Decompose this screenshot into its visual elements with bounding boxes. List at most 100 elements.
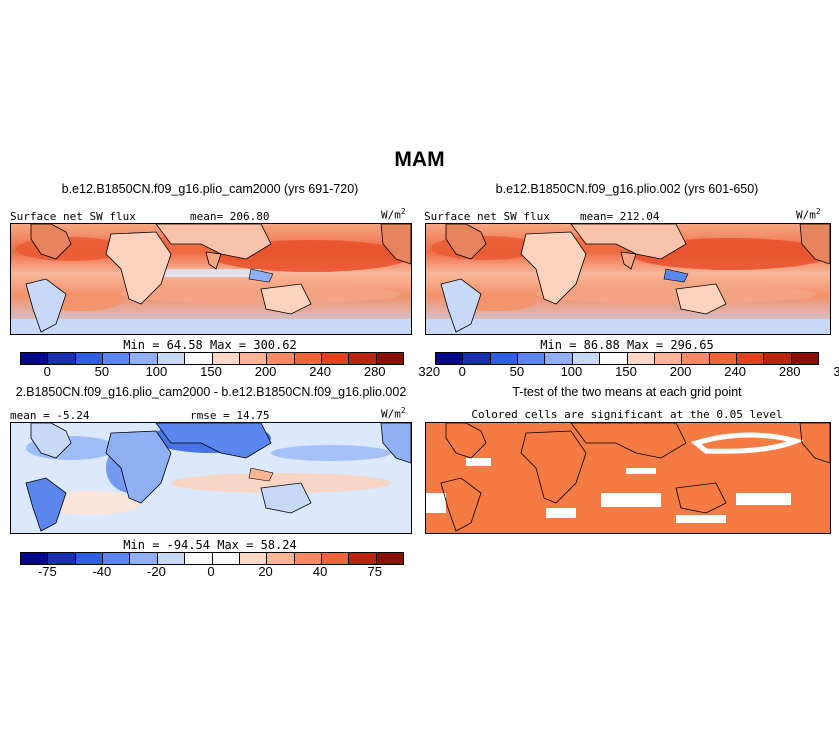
panel-title-bottom-left: 2.B1850CN.f09_g16.plio_cam2000 - b.e12.B… — [15, 385, 407, 399]
eurasia — [155, 423, 272, 459]
colorbar-tick-label: 100 — [145, 364, 168, 379]
africa — [520, 231, 587, 305]
south-america — [25, 477, 67, 532]
colorbar-swatch — [627, 353, 655, 364]
eurasia — [155, 224, 272, 260]
south-america — [440, 477, 482, 532]
australia — [675, 283, 727, 315]
colorbar-swatch — [157, 553, 186, 564]
minmax-bottom-left: Min = -94.54 Max = 58.24 — [123, 538, 297, 552]
colorbar-tick-label: 320 — [833, 364, 839, 379]
mean-label-top-right: mean= 212.04 — [580, 210, 660, 223]
nonsig-patch — [676, 515, 726, 523]
itcz-low — [141, 269, 261, 277]
colorbar-top-right — [435, 352, 819, 365]
colorbar-tick-label: 280 — [363, 364, 386, 379]
field-label-top-right: Surface net SW flux — [424, 210, 550, 223]
pacific-neg — [271, 445, 391, 461]
colorbar-swatch — [21, 553, 49, 564]
colorbar-swatch — [376, 353, 404, 364]
colorbar-swatch — [736, 353, 765, 364]
colorbar-tick-label: 0 — [207, 564, 215, 579]
colorbar-swatch — [294, 353, 322, 364]
nonsig-patch — [546, 508, 576, 518]
nonsig-patch — [466, 458, 491, 466]
americas-north — [445, 423, 487, 459]
south-band — [536, 284, 816, 304]
colorbar-swatch — [572, 353, 601, 364]
eurasia — [570, 423, 687, 459]
india — [205, 251, 222, 270]
nonsig-patch — [736, 493, 791, 505]
field-label-top-left: Surface net SW flux — [10, 210, 136, 223]
colorbar-swatch — [376, 553, 404, 564]
south-pos — [41, 491, 141, 515]
panel-subtitle-bottom-right: Colored cells are significant at the 0.0… — [471, 408, 783, 421]
colorbar-swatch — [267, 353, 295, 364]
colorbar-tick-label: 280 — [778, 364, 801, 379]
colorbar-swatch — [103, 353, 131, 364]
south-america — [25, 278, 67, 333]
panel-title-bottom-right: T-test of the two means at each grid poi… — [512, 385, 742, 399]
panel-title-top-left: b.e12.B1850CN.f09_g16.plio_cam2000 (yrs … — [61, 182, 359, 196]
colorbar-tick-label: -75 — [37, 564, 57, 579]
americas-west — [380, 423, 411, 464]
colorbar-swatch — [185, 553, 213, 564]
australia — [260, 482, 312, 514]
colorbar-swatch — [764, 353, 792, 364]
australia — [260, 283, 312, 315]
colorbar-tick-label: 240 — [309, 364, 331, 379]
map-bottom-right — [425, 422, 831, 534]
colorbar-swatch — [212, 353, 240, 364]
americas-west — [799, 423, 830, 464]
americas-west — [799, 224, 830, 265]
colorbar-tick-label: 20 — [258, 564, 273, 579]
colorbar-swatch — [75, 553, 104, 564]
colorbar-tick-label: 240 — [724, 364, 746, 379]
map-bottom-left — [10, 422, 412, 534]
nonsig-patch — [426, 493, 446, 513]
colorbar-bottom-left — [20, 552, 404, 565]
colorbar-swatch — [239, 553, 268, 564]
colorbar-tick-label: 50 — [509, 364, 525, 379]
south-america — [440, 278, 482, 333]
colorbar-swatch — [130, 353, 158, 364]
minmax-top-right: Min = 86.88 Max = 296.65 — [540, 338, 714, 352]
americas-north — [30, 423, 72, 459]
south-band — [121, 284, 401, 304]
colorbar-swatch — [436, 353, 464, 364]
colorbar-swatch — [75, 353, 104, 364]
africa — [105, 231, 172, 305]
colorbar-ticks-top-right: 0 50 100 150 200 240 280 320 — [435, 364, 839, 380]
africa — [520, 430, 587, 504]
rmse-label-bottom-left: rmse = 14.75 — [190, 409, 270, 422]
units-label-top-left: W/m2 — [381, 207, 406, 222]
colorbar-tick-label: 75 — [367, 564, 382, 579]
colorbar-tick-label: 320 — [418, 364, 441, 379]
south-low — [426, 319, 830, 334]
colorbar-swatch — [48, 353, 76, 364]
eurasia — [570, 224, 687, 260]
map-top-left — [10, 223, 412, 335]
mean-label-top-left: mean= 206.80 — [190, 210, 270, 223]
colorbar-swatch — [349, 553, 377, 564]
colorbar-swatch — [48, 553, 76, 564]
colorbar-tick-label: 0 — [458, 364, 466, 379]
map-top-right-svg — [426, 224, 830, 334]
colorbar-swatch — [600, 353, 628, 364]
colorbar-swatch — [321, 353, 350, 364]
colorbar-swatch — [267, 553, 295, 564]
colorbar-ticks-bottom-left: -75 -40 -20 0 20 40 75 — [20, 564, 402, 580]
units-label-top-right: W/m2 — [796, 207, 821, 222]
colorbar-swatch — [490, 353, 519, 364]
americas-north — [30, 224, 72, 260]
map-top-left-svg — [11, 224, 411, 334]
colorbar-swatch — [294, 553, 322, 564]
colorbar-tick-label: -40 — [92, 564, 112, 579]
colorbar-tick-label: 150 — [200, 364, 222, 379]
colorbar-swatch — [709, 353, 737, 364]
colorbar-tick-label: 200 — [669, 364, 692, 379]
panel-title-top-right: b.e12.B1850CN.f09_g16.plio.002 (yrs 601-… — [495, 182, 759, 196]
colorbar-swatch — [239, 353, 268, 364]
colorbar-swatch — [654, 353, 683, 364]
